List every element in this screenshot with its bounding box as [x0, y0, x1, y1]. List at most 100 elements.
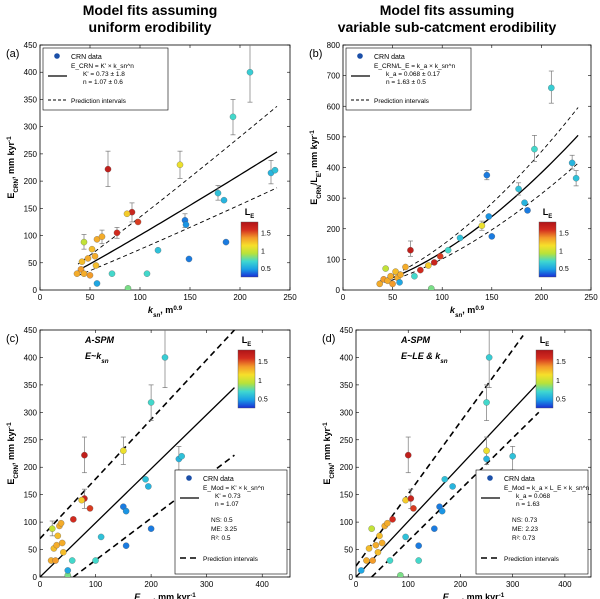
y-axis-label-part: CRN [13, 465, 20, 479]
data-point [122, 542, 130, 549]
y-tick-label: 300 [327, 194, 341, 203]
x-tick-label: 0 [38, 293, 43, 302]
data-point [365, 545, 373, 552]
data-point [515, 185, 522, 193]
y-axis-label-part: /L [309, 177, 319, 186]
data-point [521, 199, 528, 206]
legend-equation-line: n = 1.07 [215, 501, 239, 508]
legend-marker [357, 53, 363, 59]
data-point [386, 557, 394, 564]
prediction-interval-upper [77, 105, 278, 265]
data-point [411, 272, 418, 280]
data-point [415, 542, 422, 549]
data-point [415, 557, 422, 564]
colorbar-label-main: L [245, 207, 251, 217]
legend-stat: R²: 0.73 [512, 535, 536, 542]
legend-dash-label: Prediction intervals [71, 98, 127, 105]
data-point [425, 262, 432, 269]
data-point [78, 496, 85, 504]
y-axis-label-part: , mm kyr [6, 141, 16, 179]
data-point [98, 233, 106, 240]
data-point [483, 455, 490, 463]
x-axis-label: EMod, mm kyr-1 [443, 592, 505, 599]
x-tick-label: 250 [283, 293, 297, 302]
data-point [81, 451, 88, 459]
data-point [368, 525, 375, 532]
x-axis-label-part: 0.9 [475, 305, 484, 312]
y-axis-label-part: , mm kyr [6, 427, 16, 465]
panel-c: 0 100 200 300 400 0 50 100 150 200 250 300 350 400 450… [6, 326, 291, 599]
colorbar [237, 349, 256, 409]
data-point [456, 234, 464, 242]
column-title-left: Model fits assuming uniform erodibility [5, 2, 295, 36]
plot-area [356, 330, 540, 577]
data-point [438, 507, 446, 515]
data-point [357, 567, 365, 574]
x-tick-label: 200 [454, 580, 468, 589]
data-point [402, 533, 409, 541]
data-point [147, 525, 155, 532]
legend-marker-label: CRN data [203, 476, 234, 483]
x-axis-label-part: , mm kyr [462, 592, 500, 599]
data-point [246, 68, 254, 76]
colorbar-tick-label: 1.5 [556, 359, 566, 366]
x-axis-label-part: 0.9 [173, 305, 182, 312]
x-tick-label: 400 [256, 580, 270, 589]
colorbar [538, 221, 557, 278]
legend: CRN data E_Mod = K' × k_sn^nK' = 0.73n = … [174, 469, 288, 575]
legend-equation-line: k_a = 0.068 [516, 493, 551, 500]
data-point [485, 213, 493, 220]
y-axis-label-part: E [309, 199, 319, 205]
x-axis-label-part: sn [455, 312, 463, 319]
legend-equation-line: n = 1.63 [516, 501, 540, 508]
y-tick-label: 0 [33, 286, 38, 295]
data-point [104, 165, 112, 173]
data-point [92, 557, 99, 564]
x-axis-label-part: k [450, 305, 456, 315]
data-point [407, 246, 414, 254]
colorbar-label-main: L [242, 335, 248, 345]
data-point [407, 495, 415, 502]
y-axis-label-part: E [6, 193, 16, 199]
y-tick-label: 800 [327, 41, 341, 50]
colorbar-label-sub: E [247, 342, 251, 348]
y-axis-label-part: E [6, 479, 16, 485]
x-axis-label-part: , m [462, 305, 475, 315]
y-tick-label: 300 [24, 123, 38, 132]
y-tick-label: 50 [28, 546, 37, 555]
x-axis-label: ksn, m0.9 [148, 305, 183, 319]
x-axis-label: EMod, mm kyr-1 [134, 592, 196, 599]
y-tick-label: 200 [24, 463, 38, 472]
y-tick-label: 600 [327, 102, 341, 111]
legend-stat: ME: 2.23 [512, 526, 538, 533]
legend-equation-line: E_Mod = k_a × L_E × k_sn^n [504, 485, 590, 492]
colorbar-tick-label: 1.5 [559, 231, 569, 238]
y-tick-label: 50 [344, 546, 353, 555]
fit-line [377, 134, 579, 284]
y-axis-label: ECRN, mm kyr-1 [6, 422, 20, 485]
y-tick-label: 300 [24, 408, 38, 417]
legend-box [42, 47, 169, 111]
panel-letter: (c) [6, 333, 19, 345]
column-title-right-line1: Model fits assuming [379, 2, 515, 18]
y-axis-label: ECRN, mm kyr-1 [6, 136, 20, 199]
x-tick-label: 300 [506, 580, 520, 589]
plot-area [376, 70, 580, 290]
prediction-interval-upper [377, 107, 579, 283]
y-tick-label: 0 [336, 286, 341, 295]
legend: CRN data E_Mod = k_a × L_E × k_sn^nk_a = … [475, 469, 590, 575]
data-point [80, 270, 88, 277]
data-point [91, 252, 99, 260]
data-point [93, 236, 101, 243]
data-point [548, 84, 555, 92]
y-tick-label: 400 [340, 353, 354, 362]
data-point [428, 285, 435, 290]
y-tick-label: 350 [24, 95, 38, 104]
legend-stat: NS: 0.5 [211, 517, 233, 524]
y-tick-label: 400 [327, 164, 341, 173]
data-point [123, 210, 131, 218]
data-point [410, 505, 417, 512]
y-tick-label: 150 [340, 491, 354, 500]
legend-equation-line: E_Mod = K' × k_sn^n [203, 485, 265, 492]
data-point [369, 557, 376, 564]
